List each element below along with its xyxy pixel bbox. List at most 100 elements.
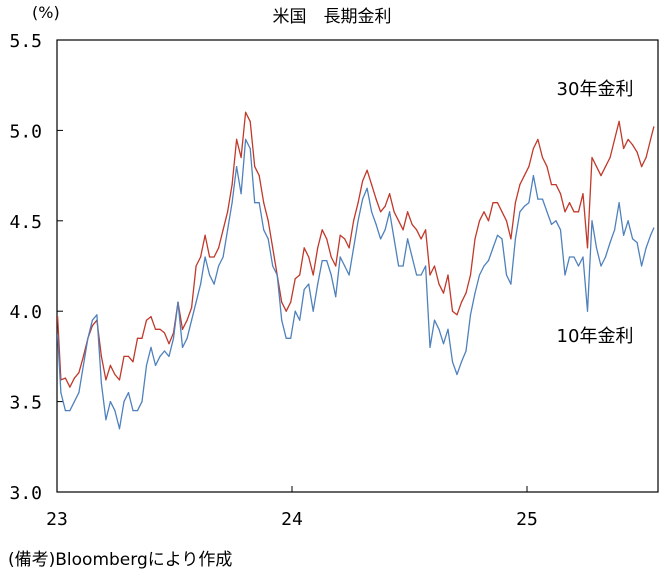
series-10y-point	[118, 428, 121, 430]
series-30y-point	[344, 238, 346, 240]
series-30y-point	[236, 138, 238, 140]
series-10y-point	[384, 229, 386, 231]
series-30y-point	[523, 175, 526, 177]
series-10y-point	[600, 265, 602, 267]
series-10y-point	[442, 343, 445, 345]
x-tick-label: 25	[516, 509, 538, 530]
series-30y-point	[555, 184, 557, 186]
series-10y-point	[362, 198, 364, 200]
series-10y-point	[595, 247, 598, 249]
series-30y-point	[460, 301, 463, 303]
series-10y-point	[402, 265, 404, 267]
series-10y-point	[474, 292, 476, 294]
series-10y-point	[528, 202, 530, 204]
series-30y-point	[600, 175, 602, 177]
series-10y-point	[416, 274, 418, 276]
series-30y-point	[136, 337, 139, 339]
series-10y-point	[57, 334, 59, 336]
series-10y-point	[195, 301, 197, 303]
series-30y-point	[398, 220, 400, 222]
series-30y-point	[231, 184, 233, 186]
series-10y-line	[56, 138, 655, 430]
series-30y-point	[595, 166, 598, 168]
series-10y-point	[645, 247, 647, 249]
series-30y-point	[218, 247, 220, 249]
series-30y-point	[505, 220, 508, 222]
series-10y-point	[564, 274, 566, 276]
series-10y-point	[496, 234, 499, 236]
series-10y-point	[317, 283, 319, 285]
series-10y-point	[227, 229, 229, 231]
series-30y-point	[145, 319, 148, 321]
series-10y-point	[236, 166, 238, 168]
series-10y-point	[478, 274, 481, 276]
series-30y-point	[532, 147, 535, 150]
series-10y-point	[213, 283, 215, 285]
series-10y-point	[623, 234, 625, 236]
series-10y-point	[321, 260, 323, 262]
series-10y-point	[145, 364, 148, 366]
series-30y-point	[501, 211, 503, 213]
series-10y-point	[653, 227, 655, 229]
series-10y-point	[582, 256, 584, 258]
series-10y-point	[200, 283, 202, 285]
series-10y-point	[263, 229, 265, 231]
series-10y-point	[460, 361, 463, 363]
series-10y-point	[550, 223, 553, 225]
legend-10y-label: 10年金利	[557, 326, 634, 347]
series-30y-point	[465, 292, 467, 294]
series-30y-point	[127, 355, 130, 357]
series-10y-point	[456, 373, 458, 376]
series-30y-point	[294, 278, 296, 280]
series-10y-point	[510, 283, 512, 285]
series-10y-point	[136, 410, 139, 412]
y-axis-unit: (%)	[32, 3, 60, 22]
series-10y-point	[438, 328, 440, 330]
series-10y-point	[469, 314, 472, 316]
series-10y-point	[591, 220, 593, 222]
series-10y-point	[614, 229, 616, 231]
series-30y-point	[632, 144, 634, 146]
series-10y-point	[641, 265, 643, 267]
series-10y-point	[407, 238, 409, 240]
series-30y-point	[254, 166, 256, 168]
series-30y-point	[150, 316, 152, 318]
series-10y-point	[650, 234, 652, 236]
series-30y-point	[492, 202, 494, 204]
y-tick-label: 3.0	[9, 483, 42, 504]
series-10y-point	[573, 256, 575, 258]
series-10y-point	[150, 346, 152, 348]
series-10y-point	[82, 364, 84, 366]
series-30y-point	[568, 202, 571, 204]
series-30y-point	[582, 193, 584, 195]
series-30y-point	[326, 238, 328, 240]
series-30y-point	[181, 328, 184, 330]
series-30y-point	[357, 202, 359, 204]
series-10y-point	[425, 265, 427, 267]
series-30y-point	[451, 310, 454, 312]
y-tick-label: 5.5	[9, 31, 42, 52]
series-10y-point	[285, 337, 287, 339]
series-10y-point	[348, 274, 350, 276]
series-10y-point	[294, 310, 296, 312]
series-10y-point	[577, 265, 580, 267]
series-30y-point	[433, 265, 436, 267]
series-30y-point	[308, 256, 310, 258]
series-30y-point	[168, 343, 170, 345]
series-30y-point	[299, 274, 301, 276]
series-10y-point	[114, 410, 116, 412]
series-30y-point	[483, 211, 485, 213]
series-30y-point	[227, 211, 229, 213]
series-30y-point	[73, 377, 75, 379]
series-30y-point	[154, 328, 157, 330]
series-30y-point	[618, 120, 620, 122]
series-30y-point	[474, 238, 476, 240]
series-10y-point	[559, 229, 562, 231]
series-10y-point	[254, 202, 256, 204]
series-30y-point	[272, 247, 274, 249]
y-axis: 3.0 3.5 4.0 4.5 5.0 5.5	[9, 31, 63, 504]
series-10y-point	[303, 288, 305, 291]
series-10y-point	[375, 223, 377, 225]
series-10y-point	[154, 364, 157, 366]
series-10y-point	[191, 319, 193, 321]
